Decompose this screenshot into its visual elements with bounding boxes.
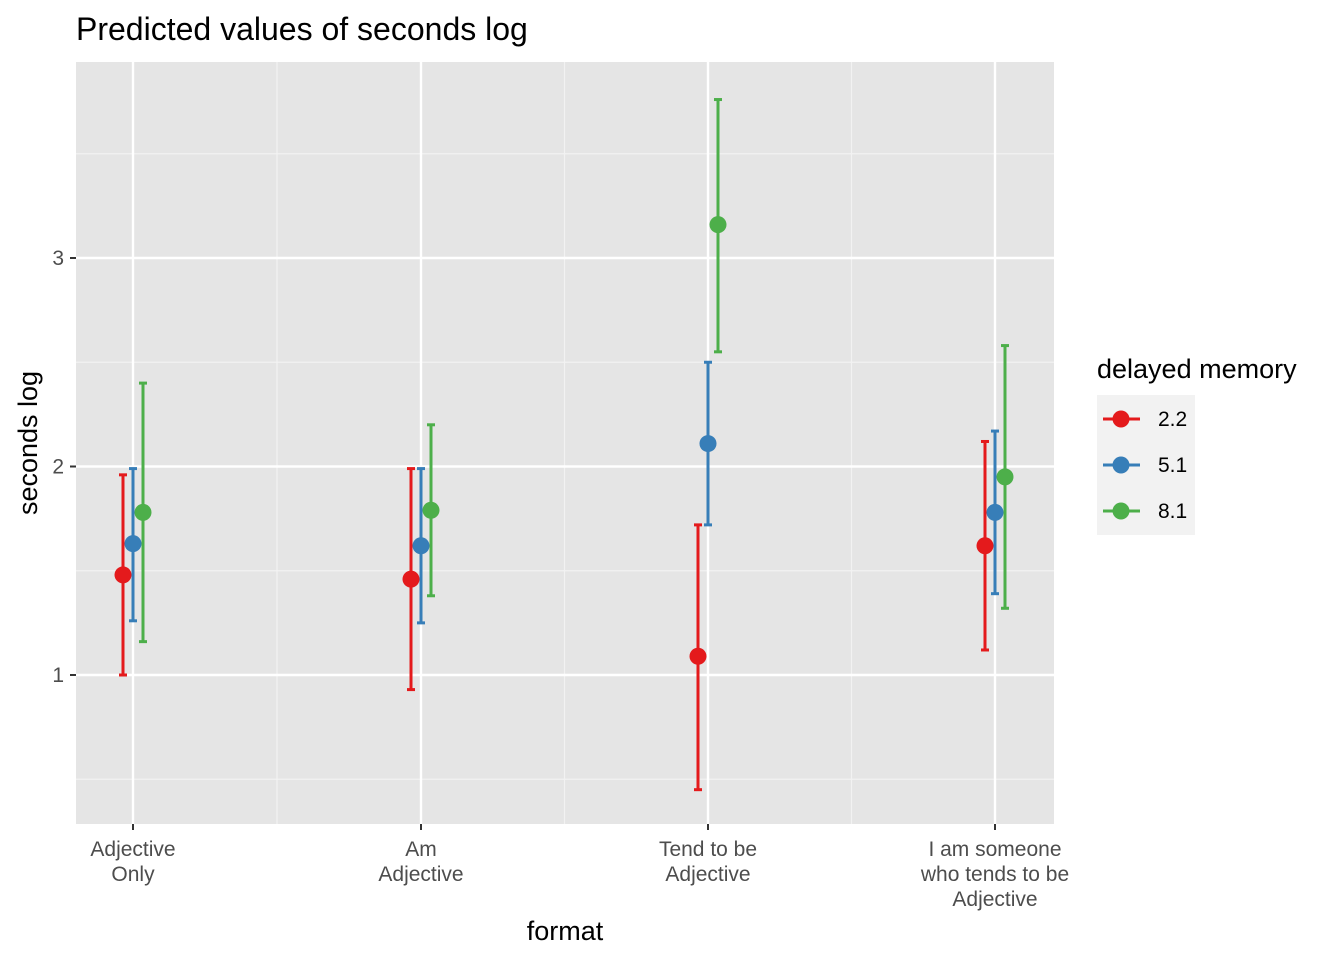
legend-key-8.1: 8.1 xyxy=(1103,500,1187,523)
x-tick-label-line: Only xyxy=(111,863,155,886)
x-tick-label: Adjective Only xyxy=(90,838,175,886)
x-tick-label: Tend to be Adjective xyxy=(659,838,757,886)
x-tick-label-line: Am xyxy=(405,838,437,861)
legend-key-5.1: 5.1 xyxy=(1103,454,1187,477)
y-axis-title: seconds log xyxy=(13,371,43,515)
legend-label: 8.1 xyxy=(1158,500,1187,523)
legend-key-2.2: 2.2 xyxy=(1103,408,1187,431)
y-tick-label: 3 xyxy=(52,247,64,270)
data-point-2.2 xyxy=(114,566,132,584)
x-tick-label: Am Adjective xyxy=(378,838,463,886)
y-axis: 1 2 3 xyxy=(52,247,76,687)
legend-key-point xyxy=(1112,410,1130,428)
data-point-5.1 xyxy=(986,503,1004,521)
data-point-5.1 xyxy=(124,535,142,553)
x-tick-label-line: Adjective xyxy=(952,888,1037,911)
legend-keys: 2.2 5.1 8.1 xyxy=(1097,395,1195,535)
chart-title: Predicted values of seconds log xyxy=(76,11,528,47)
data-point-2.2 xyxy=(689,647,707,665)
data-points xyxy=(114,216,1014,665)
legend: delayed memory 2.2 5.1 8.1 xyxy=(1097,354,1297,535)
x-tick-label: I am someone who tends to be Adjective xyxy=(920,838,1069,911)
x-axis-title: format xyxy=(527,916,604,946)
x-tick-label-line: who tends to be xyxy=(920,863,1069,886)
data-point-5.1 xyxy=(412,537,430,555)
x-tick-label-line: Adjective xyxy=(378,863,463,886)
x-tick-label-line: Adjective xyxy=(665,863,750,886)
legend-key-point xyxy=(1112,456,1130,474)
x-tick-label-line: I am someone xyxy=(928,838,1061,861)
legend-label: 2.2 xyxy=(1158,408,1187,431)
data-point-8.1 xyxy=(996,468,1014,486)
data-point-8.1 xyxy=(709,216,727,234)
data-point-2.2 xyxy=(402,570,420,588)
data-point-8.1 xyxy=(134,503,152,521)
legend-title: delayed memory xyxy=(1097,354,1297,384)
x-tick-label-line: Adjective xyxy=(90,838,175,861)
grid-minor xyxy=(76,62,1054,824)
x-tick-label-line: Tend to be xyxy=(659,838,757,861)
legend-key-point xyxy=(1112,502,1130,520)
legend-label: 5.1 xyxy=(1158,454,1187,477)
data-point-8.1 xyxy=(422,501,440,519)
y-tick-label: 1 xyxy=(52,664,64,687)
data-point-5.1 xyxy=(699,435,717,453)
y-tick-label: 2 xyxy=(52,456,64,479)
data-point-2.2 xyxy=(976,537,994,555)
